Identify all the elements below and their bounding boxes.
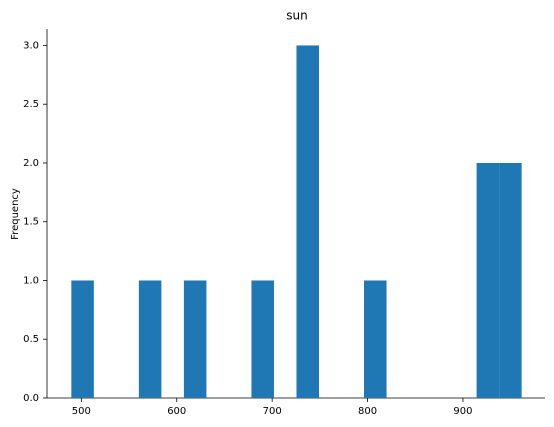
bar — [251, 280, 274, 398]
x-tick-label: 600 — [167, 406, 186, 417]
bar — [499, 162, 522, 398]
y-tick-label: 2.0 — [23, 158, 39, 169]
y-tick-label: 3.0 — [23, 40, 39, 51]
bar — [296, 45, 319, 398]
x-tick-label: 800 — [358, 406, 377, 417]
y-tick-label: 0.5 — [23, 334, 39, 345]
bar — [138, 280, 162, 398]
x-tick-label: 500 — [72, 406, 91, 417]
x-tick-label: 700 — [263, 406, 282, 417]
bar — [364, 280, 387, 398]
y-tick-label: 1.0 — [23, 275, 39, 286]
y-axis-label: Frequency — [10, 188, 21, 240]
bar — [476, 162, 500, 398]
chart-title: sun — [286, 9, 307, 23]
x-tick-label: 900 — [453, 406, 472, 417]
bar — [71, 280, 94, 398]
y-tick-label: 2.5 — [23, 99, 39, 110]
y-tick-label: 1.5 — [23, 217, 39, 228]
y-tick-label: 0.0 — [23, 393, 39, 404]
bar — [183, 280, 207, 398]
